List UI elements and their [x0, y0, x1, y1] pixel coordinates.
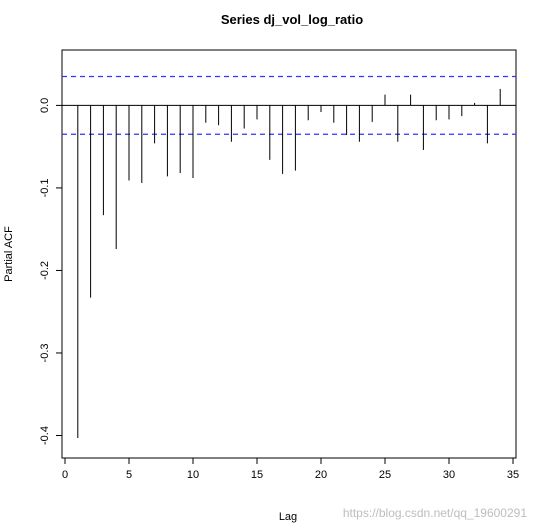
y-tick-label: -0.2: [39, 261, 51, 280]
chart-title: Series dj_vol_log_ratio: [221, 12, 363, 27]
y-tick-label: -0.3: [39, 343, 51, 362]
x-tick-label: 0: [62, 469, 68, 481]
x-tick-label: 25: [379, 469, 391, 481]
y-tick-label: -0.1: [39, 178, 51, 197]
x-axis: 0 5 10 15 20 25 30 35: [62, 458, 519, 481]
plot-frame: [61, 49, 517, 459]
watermark: https://blog.csdn.net/qq_19600291: [343, 506, 527, 520]
bound-lines: [62, 75, 516, 135]
x-tick-label: 35: [507, 469, 519, 481]
x-tick-label: 30: [443, 469, 455, 481]
y-axis: -0.4 -0.3 -0.2 -0.1 0.0: [39, 98, 62, 445]
y-tick-label: 0.0: [39, 98, 51, 113]
x-tick-label: 10: [187, 469, 199, 481]
x-tick-label: 20: [315, 469, 327, 481]
x-axis-label: Lag: [279, 511, 297, 523]
y-axis-label: Partial ACF: [3, 226, 15, 282]
x-tick-label: 15: [251, 469, 263, 481]
x-tick-label: 5: [126, 469, 132, 481]
y-tick-label: -0.4: [39, 426, 51, 445]
pacf-bars: [77, 88, 501, 438]
